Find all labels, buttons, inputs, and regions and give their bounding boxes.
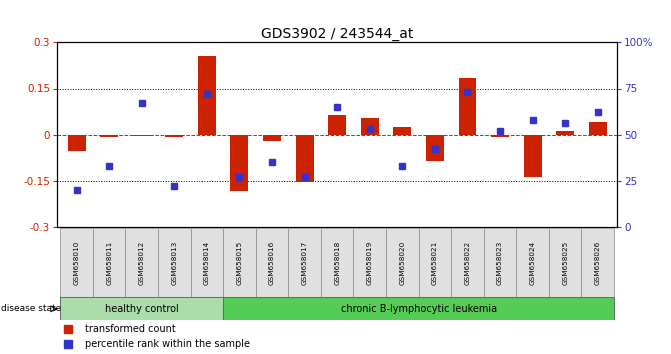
Text: percentile rank within the sample: percentile rank within the sample	[85, 339, 250, 349]
Bar	[231, 135, 248, 191]
Text: GSM658025: GSM658025	[562, 241, 568, 285]
Bar	[321, 228, 354, 297]
Bar	[256, 228, 289, 297]
Bar	[361, 118, 378, 135]
Text: GSM658011: GSM658011	[106, 241, 112, 285]
Bar	[393, 127, 411, 135]
Bar	[60, 297, 223, 320]
Bar	[549, 228, 582, 297]
Bar	[263, 135, 281, 141]
Bar	[296, 135, 313, 182]
Text: GSM658015: GSM658015	[236, 241, 242, 285]
Text: chronic B-lymphocytic leukemia: chronic B-lymphocytic leukemia	[341, 304, 497, 314]
Text: GSM658024: GSM658024	[529, 241, 535, 285]
Bar	[491, 135, 509, 137]
Bar	[589, 122, 607, 135]
Bar	[133, 135, 151, 136]
Text: GSM658010: GSM658010	[74, 241, 80, 285]
Bar	[68, 135, 85, 152]
Text: GSM658014: GSM658014	[204, 241, 210, 285]
Bar	[100, 135, 118, 137]
Text: GSM658018: GSM658018	[334, 241, 340, 285]
Bar	[198, 56, 216, 135]
Text: GSM658022: GSM658022	[464, 241, 470, 285]
Bar	[458, 78, 476, 135]
Text: GSM658013: GSM658013	[171, 241, 177, 285]
Text: GSM658016: GSM658016	[269, 241, 275, 285]
Bar	[517, 228, 549, 297]
Text: GSM658012: GSM658012	[139, 241, 145, 285]
Bar	[223, 297, 614, 320]
Text: healthy control: healthy control	[105, 304, 178, 314]
Text: disease state: disease state	[1, 304, 61, 313]
Bar	[523, 135, 541, 177]
Bar	[419, 228, 451, 297]
Bar	[191, 228, 223, 297]
Bar	[60, 228, 93, 297]
Text: GSM658020: GSM658020	[399, 241, 405, 285]
Bar	[223, 228, 256, 297]
Bar	[289, 228, 321, 297]
Bar	[93, 228, 125, 297]
Bar	[484, 228, 517, 297]
Text: transformed count: transformed count	[85, 324, 176, 334]
Bar	[426, 135, 444, 161]
Bar	[386, 228, 419, 297]
Bar	[556, 131, 574, 135]
Bar	[165, 135, 183, 137]
Bar	[158, 228, 191, 297]
Bar	[451, 228, 484, 297]
Bar	[328, 115, 346, 135]
Text: GSM658026: GSM658026	[595, 241, 601, 285]
Text: GSM658017: GSM658017	[301, 241, 307, 285]
Text: GSM658023: GSM658023	[497, 241, 503, 285]
Title: GDS3902 / 243544_at: GDS3902 / 243544_at	[261, 28, 413, 41]
Bar	[582, 228, 614, 297]
Text: GSM658019: GSM658019	[367, 241, 373, 285]
Text: GSM658021: GSM658021	[432, 241, 438, 285]
Bar	[354, 228, 386, 297]
Bar	[125, 228, 158, 297]
